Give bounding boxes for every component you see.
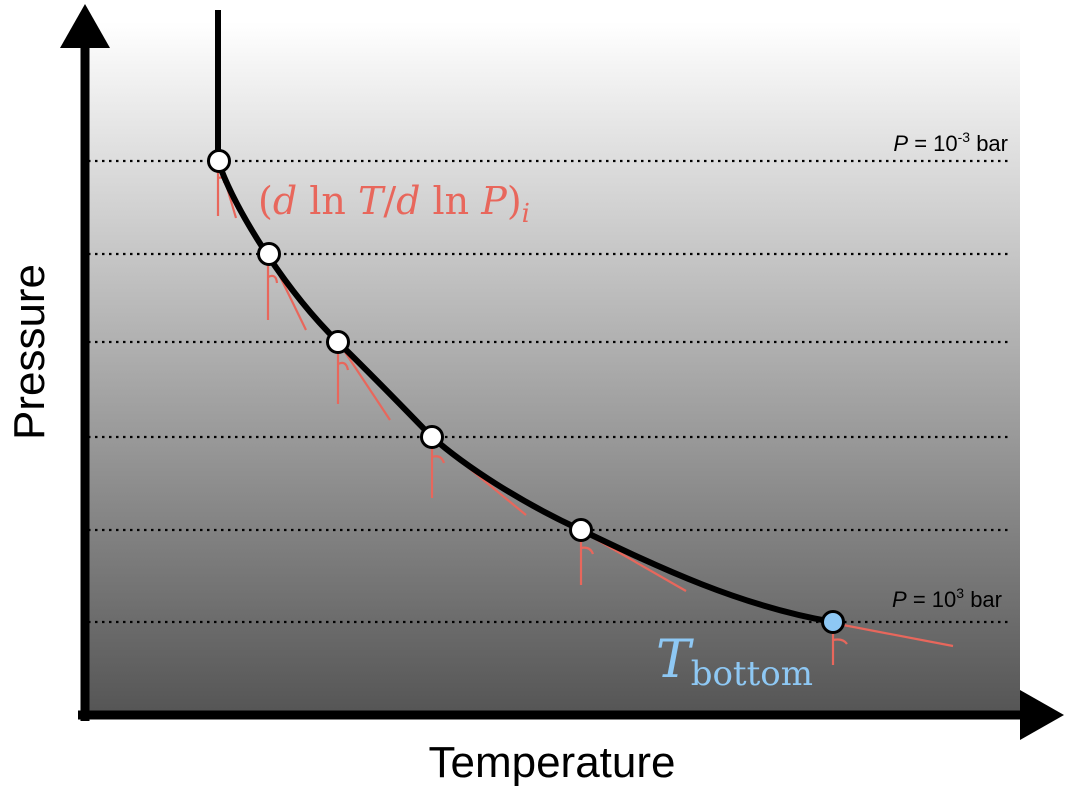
- layer-nodes: [207, 149, 845, 634]
- gradient-label: (d ln T/d ln P)i: [258, 179, 530, 229]
- y-axis-label: Pressure: [5, 264, 54, 440]
- layer-node: [257, 242, 281, 266]
- x-axis-arrow: [1020, 690, 1064, 740]
- layer-node: [569, 518, 593, 542]
- bottom-pressure-label: P = 103 bar: [892, 585, 1002, 612]
- top-pressure-label: P = 10-3 bar: [893, 129, 1008, 156]
- layer-node: [207, 149, 231, 173]
- axes: [60, 4, 1064, 740]
- pressure-levels: [88, 159, 1012, 624]
- x-axis-label: Temperature: [428, 738, 675, 787]
- bottom-layer-node: [821, 610, 845, 634]
- layer-node: [420, 425, 444, 449]
- plot-background: [85, 22, 1020, 714]
- bottom-temperature-label: Tbottom: [656, 630, 813, 694]
- layer-node: [326, 330, 350, 354]
- y-axis-arrow: [60, 4, 110, 48]
